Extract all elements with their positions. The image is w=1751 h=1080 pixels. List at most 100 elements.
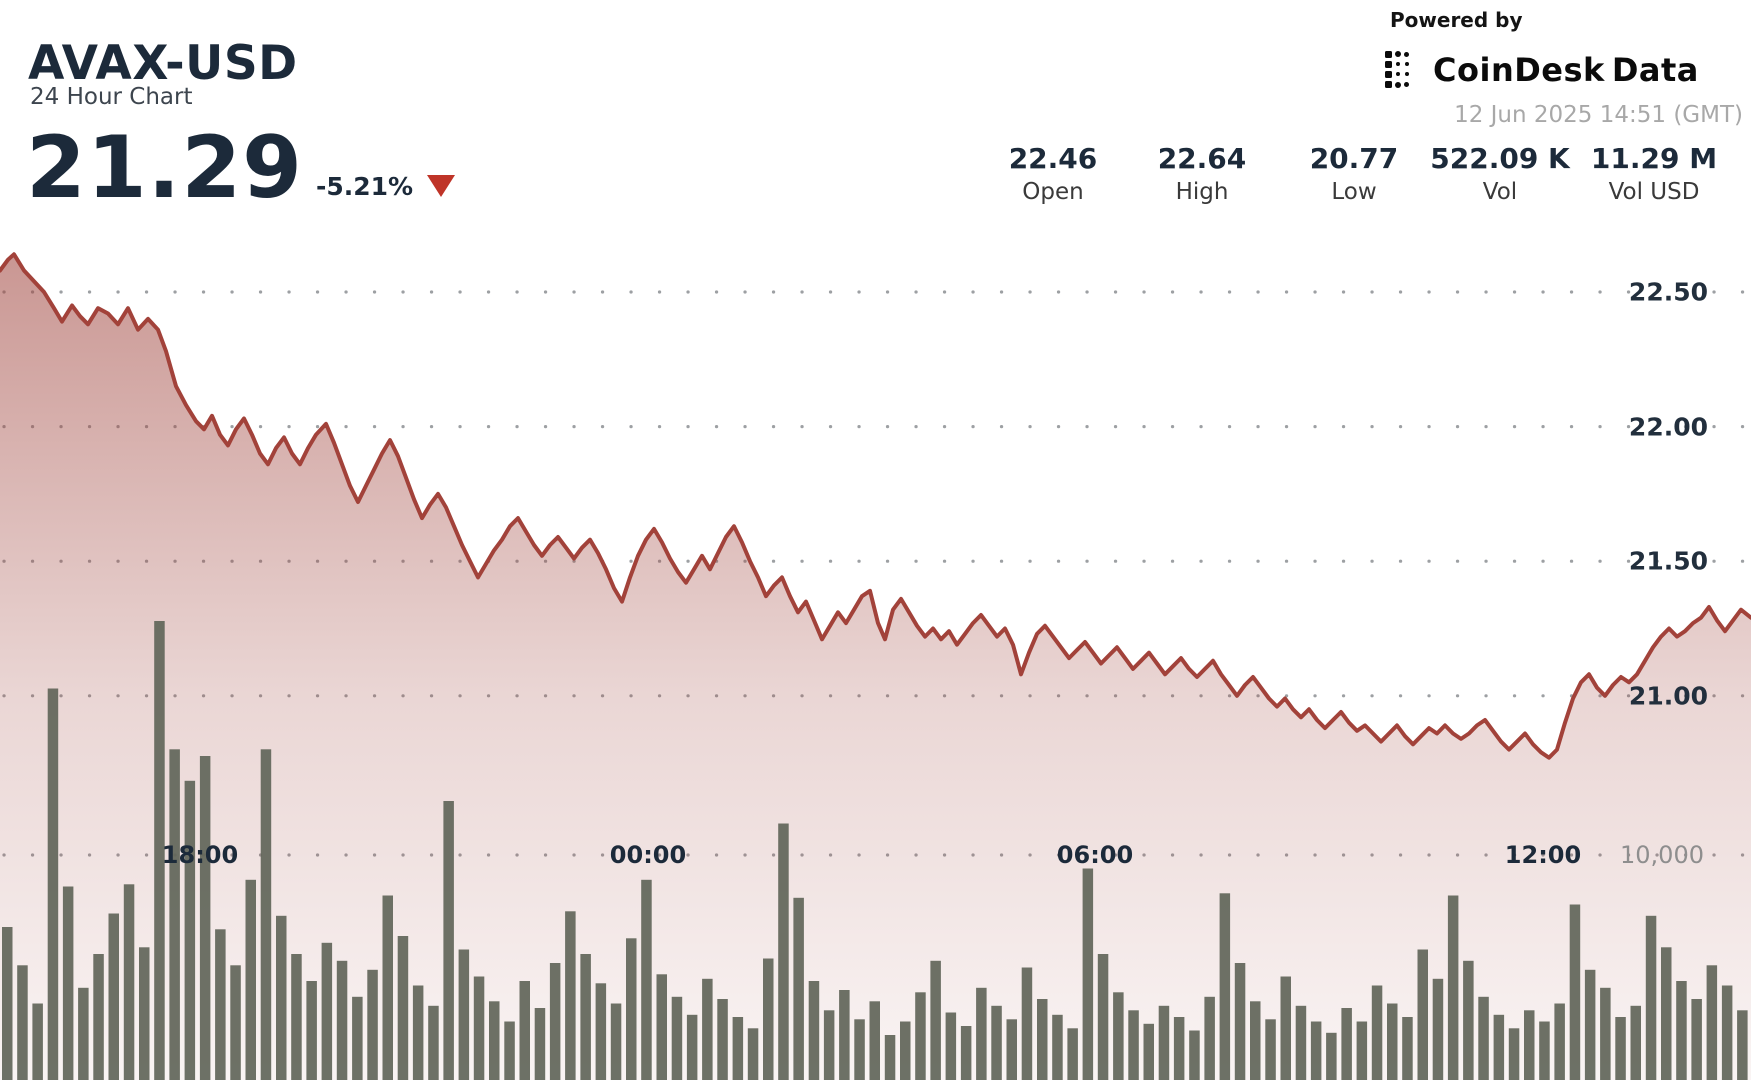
volume-bar [1691,999,1702,1080]
volume-bar [1554,1003,1565,1080]
volume-bar [1113,992,1124,1080]
volume-bar [1189,1030,1200,1080]
volume-bar [230,965,241,1080]
volume-bar [397,936,409,1080]
volume-bar [473,976,485,1080]
volume-bar [93,954,104,1080]
volume-bar [595,983,607,1080]
volume-bar [352,996,363,1080]
volume-bar [1630,1005,1641,1080]
price-axis-label-22.00: 22.00 [1628,412,1708,442]
volume-bar [306,981,317,1080]
price-axis-label-21.00: 21.00 [1628,681,1708,711]
chart-timestamp: 12 Jun 2025 14:51 (GMT) [1454,102,1743,128]
volume-bar [1584,969,1596,1080]
volume-bar [763,958,774,1080]
volume-bar [1037,999,1048,1080]
stat-volume-usd: 11.29 M Vol USD [1554,142,1751,205]
volume-bar [260,749,272,1080]
volume-bar [1478,996,1489,1080]
stat-open-value: 22.46 [1008,142,1098,175]
volume-bar [1326,1032,1337,1080]
time-axis-label-00:00: 00:00 [609,841,687,869]
volume-bar [823,1010,835,1080]
volume-bar [960,1026,972,1080]
stat-volume-usd-value: 11.29 M [1590,142,1718,175]
price-area-fill [0,254,1751,1080]
volume-bar [717,999,728,1080]
volume-bar [686,1014,698,1080]
volume-bar [1097,954,1109,1080]
volume-bar [458,949,470,1080]
volume-bar [443,801,454,1080]
instrument-symbol: AVAX-USD [28,36,298,91]
stat-low-label: Low [1331,179,1377,205]
stat-low-value: 20.77 [1309,142,1399,175]
volume-bar [1067,1028,1078,1080]
volume-bar [1432,978,1444,1080]
volume-bar [1387,1003,1398,1080]
volume-bar [1052,1014,1063,1080]
down-triangle-icon [427,175,456,197]
volume-bar [1204,996,1215,1080]
volume-bar [793,897,804,1080]
volume-bar [1447,895,1459,1080]
volume-bar [1661,947,1672,1080]
volume-bar [1508,1028,1520,1080]
volume-bar [1310,1021,1322,1080]
volume-bar [1706,965,1718,1080]
volume-bar [610,1003,622,1080]
volume-bar [504,1021,515,1080]
stat-low: 20.77 Low [1254,142,1454,205]
volume-bar [626,938,637,1080]
volume-bar [900,1021,911,1080]
volume-bar [839,990,850,1080]
time-axis-label-06:00: 06:00 [1056,841,1134,869]
volume-bar [1463,960,1474,1080]
coindesk-data-logo[interactable]: CoinDesk Data [1384,50,1699,90]
volume-bar [382,895,393,1080]
volume-bar [747,1028,759,1080]
powered-by-label: Powered by [1390,8,1523,32]
volume-bar [412,985,424,1080]
stat-volume-usd-label: Vol USD [1608,179,1700,205]
volume-bar [854,1019,865,1080]
volume-bar [930,960,941,1080]
chart-subtitle: 24 Hour Chart [30,84,193,110]
volume-bar [1021,967,1033,1080]
volume-bar [991,1005,1002,1080]
volume-bar [336,960,348,1080]
volume-axis-label: 10,000 [1620,841,1704,869]
price-change: -5.21% [316,172,456,201]
volume-bar [869,1001,880,1080]
volume-bar [1371,985,1383,1080]
volume-bar [641,879,652,1080]
volume-bar [884,1035,896,1080]
volume-bar [671,996,683,1080]
brand-word-data: Data [1611,51,1699,89]
volume-bar [276,915,287,1080]
volume-bar [1128,1010,1139,1080]
stat-open-label: Open [1022,179,1084,205]
coindesk-logo-text: CoinDesk Data [1433,51,1699,89]
volume-bar [2,927,13,1080]
stat-high-value: 22.64 [1157,142,1247,175]
volume-bar [184,780,196,1080]
volume-bar [1341,1008,1352,1080]
volume-bar [915,992,926,1080]
volume-bar [1250,1001,1261,1080]
volume-bar [1234,963,1246,1080]
volume-bar [778,823,789,1080]
volume-bar [1219,893,1231,1080]
volume-bar [519,981,530,1080]
volume-bar [291,954,302,1080]
volume-bar [1417,949,1428,1080]
volume-bar [428,1005,439,1080]
volume-bar [732,1017,744,1080]
volume-bar [32,1003,43,1080]
coindesk-logo-icon [1385,51,1409,88]
volume-bar [1295,1005,1307,1080]
volume-bar [1539,1021,1550,1080]
